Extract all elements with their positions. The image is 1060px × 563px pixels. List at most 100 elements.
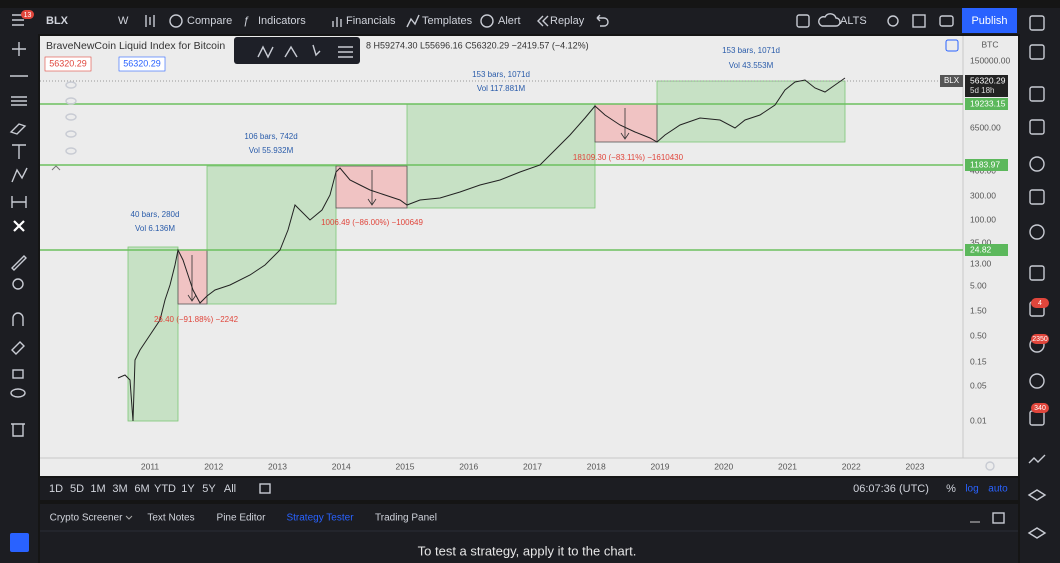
screener-dropdown[interactable] xyxy=(125,515,133,520)
range-box xyxy=(206,165,337,305)
time-label: 2014 xyxy=(332,461,351,471)
range-button[interactable]: 1M xyxy=(90,483,105,495)
collapse-icon[interactable] xyxy=(51,165,61,171)
level-tag xyxy=(965,244,1008,256)
panel-tab[interactable]: Pine Editor xyxy=(217,513,267,524)
time-label: 2017 xyxy=(523,461,542,471)
range-bars: 153 bars, 1071d xyxy=(722,46,780,55)
range-button[interactable]: YTD xyxy=(154,483,176,495)
range-button[interactable]: 5D xyxy=(70,483,84,495)
time-label: 2020 xyxy=(714,461,733,471)
badge-count: 340 xyxy=(1034,405,1046,412)
replay-icon xyxy=(537,15,549,27)
object-tree-icon[interactable] xyxy=(945,39,959,52)
alts[interactable]: ALTS xyxy=(840,15,867,27)
drawdown-box xyxy=(594,103,658,143)
templates-icon xyxy=(406,14,420,28)
bid: 56320.29 xyxy=(49,58,87,68)
time-label: 2018 xyxy=(587,461,606,471)
toolbar-item[interactable]: Financials xyxy=(346,15,396,27)
notification-count: 13 xyxy=(24,12,32,19)
interval[interactable]: W xyxy=(118,15,129,27)
drawing-toolbar[interactable] xyxy=(234,37,360,64)
sidebar-icons[interactable] xyxy=(1027,15,1047,539)
price-label: 35.00 xyxy=(970,237,992,247)
compare-icon xyxy=(169,14,183,28)
time-label: 2011 xyxy=(141,461,160,471)
time-label: 2013 xyxy=(268,461,287,471)
snapshot-icon[interactable] xyxy=(939,15,954,27)
price-label: 300.00 xyxy=(970,190,996,200)
drawdown-label: 18109.30 (−83.11%) −1610430 xyxy=(573,153,684,162)
panel-tab[interactable]: Strategy Tester xyxy=(286,513,354,524)
quick-access-button[interactable] xyxy=(10,533,29,552)
left-toolbar xyxy=(0,34,38,563)
range-button[interactable]: All xyxy=(224,483,236,495)
badge xyxy=(1031,403,1049,413)
range-box xyxy=(127,246,179,422)
drawing-tools[interactable] xyxy=(257,44,353,59)
badge-count: 4 xyxy=(1038,300,1042,307)
panel-tab[interactable]: Text Notes xyxy=(147,513,194,524)
fullscreen-icon[interactable] xyxy=(912,14,926,28)
panel-tab[interactable]: Trading Panel xyxy=(375,513,437,524)
symbol-tag-label: BLX xyxy=(944,76,960,85)
undo-icon[interactable] xyxy=(596,14,609,27)
chart-type-icon[interactable] xyxy=(145,15,155,27)
alert-icon xyxy=(480,14,494,28)
range-box xyxy=(406,103,596,209)
time-label: 2015 xyxy=(396,461,415,471)
time-label: 2021 xyxy=(778,461,797,471)
range-bars: 153 bars, 1071d xyxy=(472,70,530,79)
axis-settings[interactable] xyxy=(985,461,995,471)
toolbar-item[interactable]: Indicators xyxy=(258,15,306,27)
range-button[interactable]: 5Y xyxy=(202,483,216,495)
badge xyxy=(1031,298,1049,308)
toolbar-item[interactable]: Replay xyxy=(550,15,585,27)
price-label: 0.01 xyxy=(970,415,987,425)
financials-icon xyxy=(332,17,342,27)
time-label: 2023 xyxy=(906,461,925,471)
range-vol: Vol 117.881M xyxy=(477,84,526,93)
range-button[interactable]: 1Y xyxy=(181,483,195,495)
drawing-tool-icons[interactable] xyxy=(9,42,28,437)
level-tag xyxy=(965,98,1008,110)
last-price: 56320.29 xyxy=(970,75,1006,85)
ask-box[interactable] xyxy=(118,56,166,72)
percent-toggle[interactable]: % xyxy=(946,483,956,495)
auto-toggle[interactable]: auto xyxy=(988,484,1008,495)
drawdown-label: 1006.49 (−86.00%) −100649 xyxy=(321,218,423,227)
last-price-tag xyxy=(965,75,1008,97)
settings-icon[interactable] xyxy=(887,15,899,27)
indicators-icon: ƒ xyxy=(243,15,249,27)
indicator-visibility[interactable] xyxy=(65,81,77,155)
level-lines xyxy=(40,103,963,251)
drawdown-label: 26.40 (−91.88%) −2242 xyxy=(154,315,239,324)
toolbar-item[interactable]: Templates xyxy=(422,15,473,27)
symbol[interactable]: BLX xyxy=(46,15,69,27)
range-boxes xyxy=(127,80,846,422)
layout-icon[interactable] xyxy=(796,14,810,28)
publish-button[interactable] xyxy=(962,8,1017,33)
maximize-panel[interactable] xyxy=(992,512,1005,524)
date-range-icon[interactable] xyxy=(259,483,271,494)
range-button[interactable]: 6M xyxy=(134,483,149,495)
panel-tab[interactable]: Crypto Screener xyxy=(50,513,123,524)
range-button[interactable]: 3M xyxy=(112,483,127,495)
range-vol: Vol 43.553M xyxy=(729,61,774,70)
notification-badge xyxy=(21,10,34,19)
toolbar-item[interactable]: Compare xyxy=(187,15,232,27)
cloud-icon xyxy=(818,13,841,27)
right-sidebar xyxy=(1020,8,1060,563)
price-label: 100.00 xyxy=(970,214,996,224)
time-label: 2022 xyxy=(842,461,861,471)
range-vol: Vol 55.932M xyxy=(249,146,294,155)
price-line xyxy=(117,77,846,422)
range-button[interactable]: 1D xyxy=(49,483,63,495)
bid-box[interactable] xyxy=(44,56,92,72)
publish-label: Publish xyxy=(971,15,1007,27)
toolbar-item[interactable]: Alert xyxy=(498,15,521,27)
log-toggle[interactable]: log xyxy=(965,484,978,495)
price-label: 0.50 xyxy=(970,330,987,340)
